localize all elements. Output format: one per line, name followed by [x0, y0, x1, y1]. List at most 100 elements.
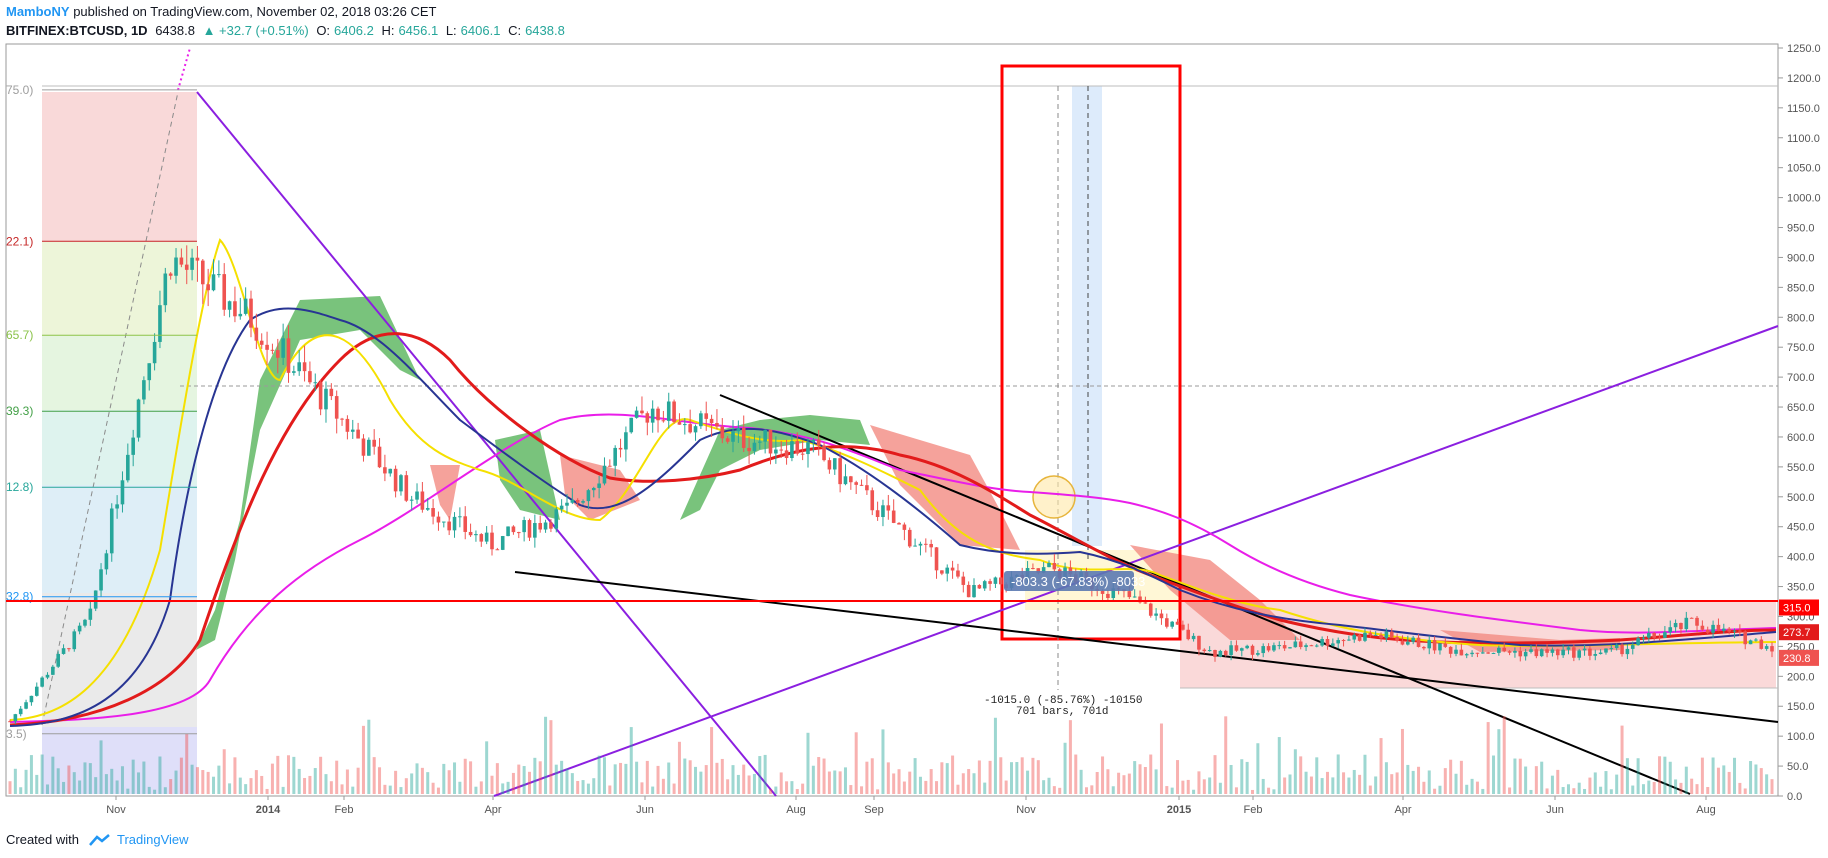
trendline-purple-down[interactable]	[196, 91, 777, 797]
volume-bar	[115, 780, 119, 794]
trendline-purple-up[interactable]	[493, 325, 1779, 797]
candle-body	[790, 441, 794, 459]
volume-bar	[651, 786, 655, 794]
candle-body	[736, 427, 741, 432]
volume-bar	[217, 765, 221, 794]
volume-bar	[1299, 756, 1303, 794]
time-axis[interactable]: Nov 2014 Feb Apr Jun Aug Sep Nov 2015 Feb Apr Jun Au…	[106, 796, 1716, 816]
candle-body	[586, 490, 591, 502]
candle-body	[463, 516, 468, 532]
candle-body	[816, 439, 821, 446]
candle-body	[1207, 650, 1212, 652]
volume-bar	[51, 756, 55, 794]
candle-body	[752, 442, 757, 452]
candle-body	[356, 429, 360, 439]
candle-body	[147, 363, 152, 381]
volume-bar	[447, 770, 451, 794]
volume-bar	[153, 789, 157, 794]
volume-bar	[1374, 776, 1378, 794]
volume-bar	[45, 784, 49, 794]
volume-bar	[260, 775, 264, 794]
volume-bar	[1443, 768, 1447, 794]
volume-bar	[645, 760, 649, 794]
volume-bar	[977, 760, 981, 794]
volume-bar	[394, 770, 398, 794]
volume-bar	[908, 771, 912, 794]
candle-body	[865, 485, 869, 491]
volume-bar	[586, 783, 590, 794]
volume-bar	[538, 761, 542, 794]
candle-body	[1127, 591, 1132, 598]
volume-bar	[613, 764, 617, 794]
time-tick-label: Jun	[636, 804, 654, 816]
candle-body	[1754, 639, 1758, 641]
candle-body	[1550, 649, 1555, 653]
volume-bar	[367, 719, 371, 794]
candle-body	[1132, 596, 1137, 598]
fib-band	[42, 92, 197, 242]
volume-bar	[1417, 766, 1421, 794]
fib-band	[42, 593, 197, 727]
ichimoku-cloud-green	[196, 296, 420, 650]
price-tag-label: 273.7	[1783, 627, 1811, 639]
candle-body	[897, 522, 901, 525]
volume-bar	[1315, 757, 1319, 794]
candle-body	[699, 413, 703, 427]
candle-body	[1277, 645, 1282, 647]
candle-body	[195, 257, 200, 261]
candle-body	[77, 625, 82, 632]
tradingview-link[interactable]: TradingView	[89, 832, 189, 847]
candle-body	[940, 570, 944, 574]
volume-bar	[1566, 784, 1570, 794]
volume-bar	[1749, 761, 1753, 794]
volume-bar	[1684, 766, 1688, 794]
candle-body	[345, 418, 350, 432]
author-name[interactable]: MamboNY	[6, 4, 70, 19]
volume-bar	[870, 758, 874, 794]
candle-body	[1641, 637, 1646, 639]
candle-body	[201, 260, 205, 285]
volume-bar	[126, 788, 130, 794]
time-tick-label: Nov	[1016, 804, 1036, 816]
volume-bar	[774, 786, 778, 794]
candle-body	[179, 257, 184, 265]
volume-bar	[388, 785, 392, 794]
price-tick-label: 700.0	[1787, 372, 1815, 384]
candle-body	[308, 371, 312, 383]
volume-bar	[1743, 788, 1747, 794]
price-axis[interactable]: 1250.0 1200.0 1150.0 1100.0 1050.0 1000.0 950.…	[1778, 43, 1821, 803]
candle-body	[1384, 631, 1389, 639]
time-tick-label: Nov	[106, 804, 126, 816]
trendline-black-lower[interactable]	[514, 571, 1779, 723]
candle-body	[93, 590, 98, 609]
volume-bar	[1234, 787, 1238, 794]
candle-body	[126, 454, 130, 481]
candle-body	[1282, 645, 1287, 649]
volume-bar	[426, 772, 430, 794]
highlight-box[interactable]	[1000, 64, 1182, 641]
candle-body	[634, 410, 639, 418]
volume-bar	[1738, 782, 1742, 794]
candle-body	[832, 458, 837, 470]
candle-body	[1406, 641, 1410, 645]
price-tick-label: 1150.0	[1787, 103, 1820, 115]
candle-body	[998, 577, 1003, 585]
volume-bar	[1465, 784, 1469, 794]
candle-body	[484, 532, 489, 542]
candle-body	[800, 453, 805, 455]
volume-bar	[24, 769, 28, 794]
volume-bar	[1325, 771, 1329, 794]
volume-bar	[1572, 788, 1576, 794]
candle-body	[324, 388, 328, 410]
candle-body	[1711, 624, 1715, 633]
volume-bar	[785, 781, 789, 794]
volume-bar	[656, 765, 660, 794]
candle-body	[1229, 645, 1233, 656]
highlight-circle[interactable]	[1032, 475, 1076, 519]
volume-bar	[1550, 775, 1554, 794]
candle-body	[56, 653, 61, 667]
candle-body	[1266, 646, 1271, 651]
volume-bar	[892, 773, 896, 794]
candle-body	[452, 516, 457, 531]
